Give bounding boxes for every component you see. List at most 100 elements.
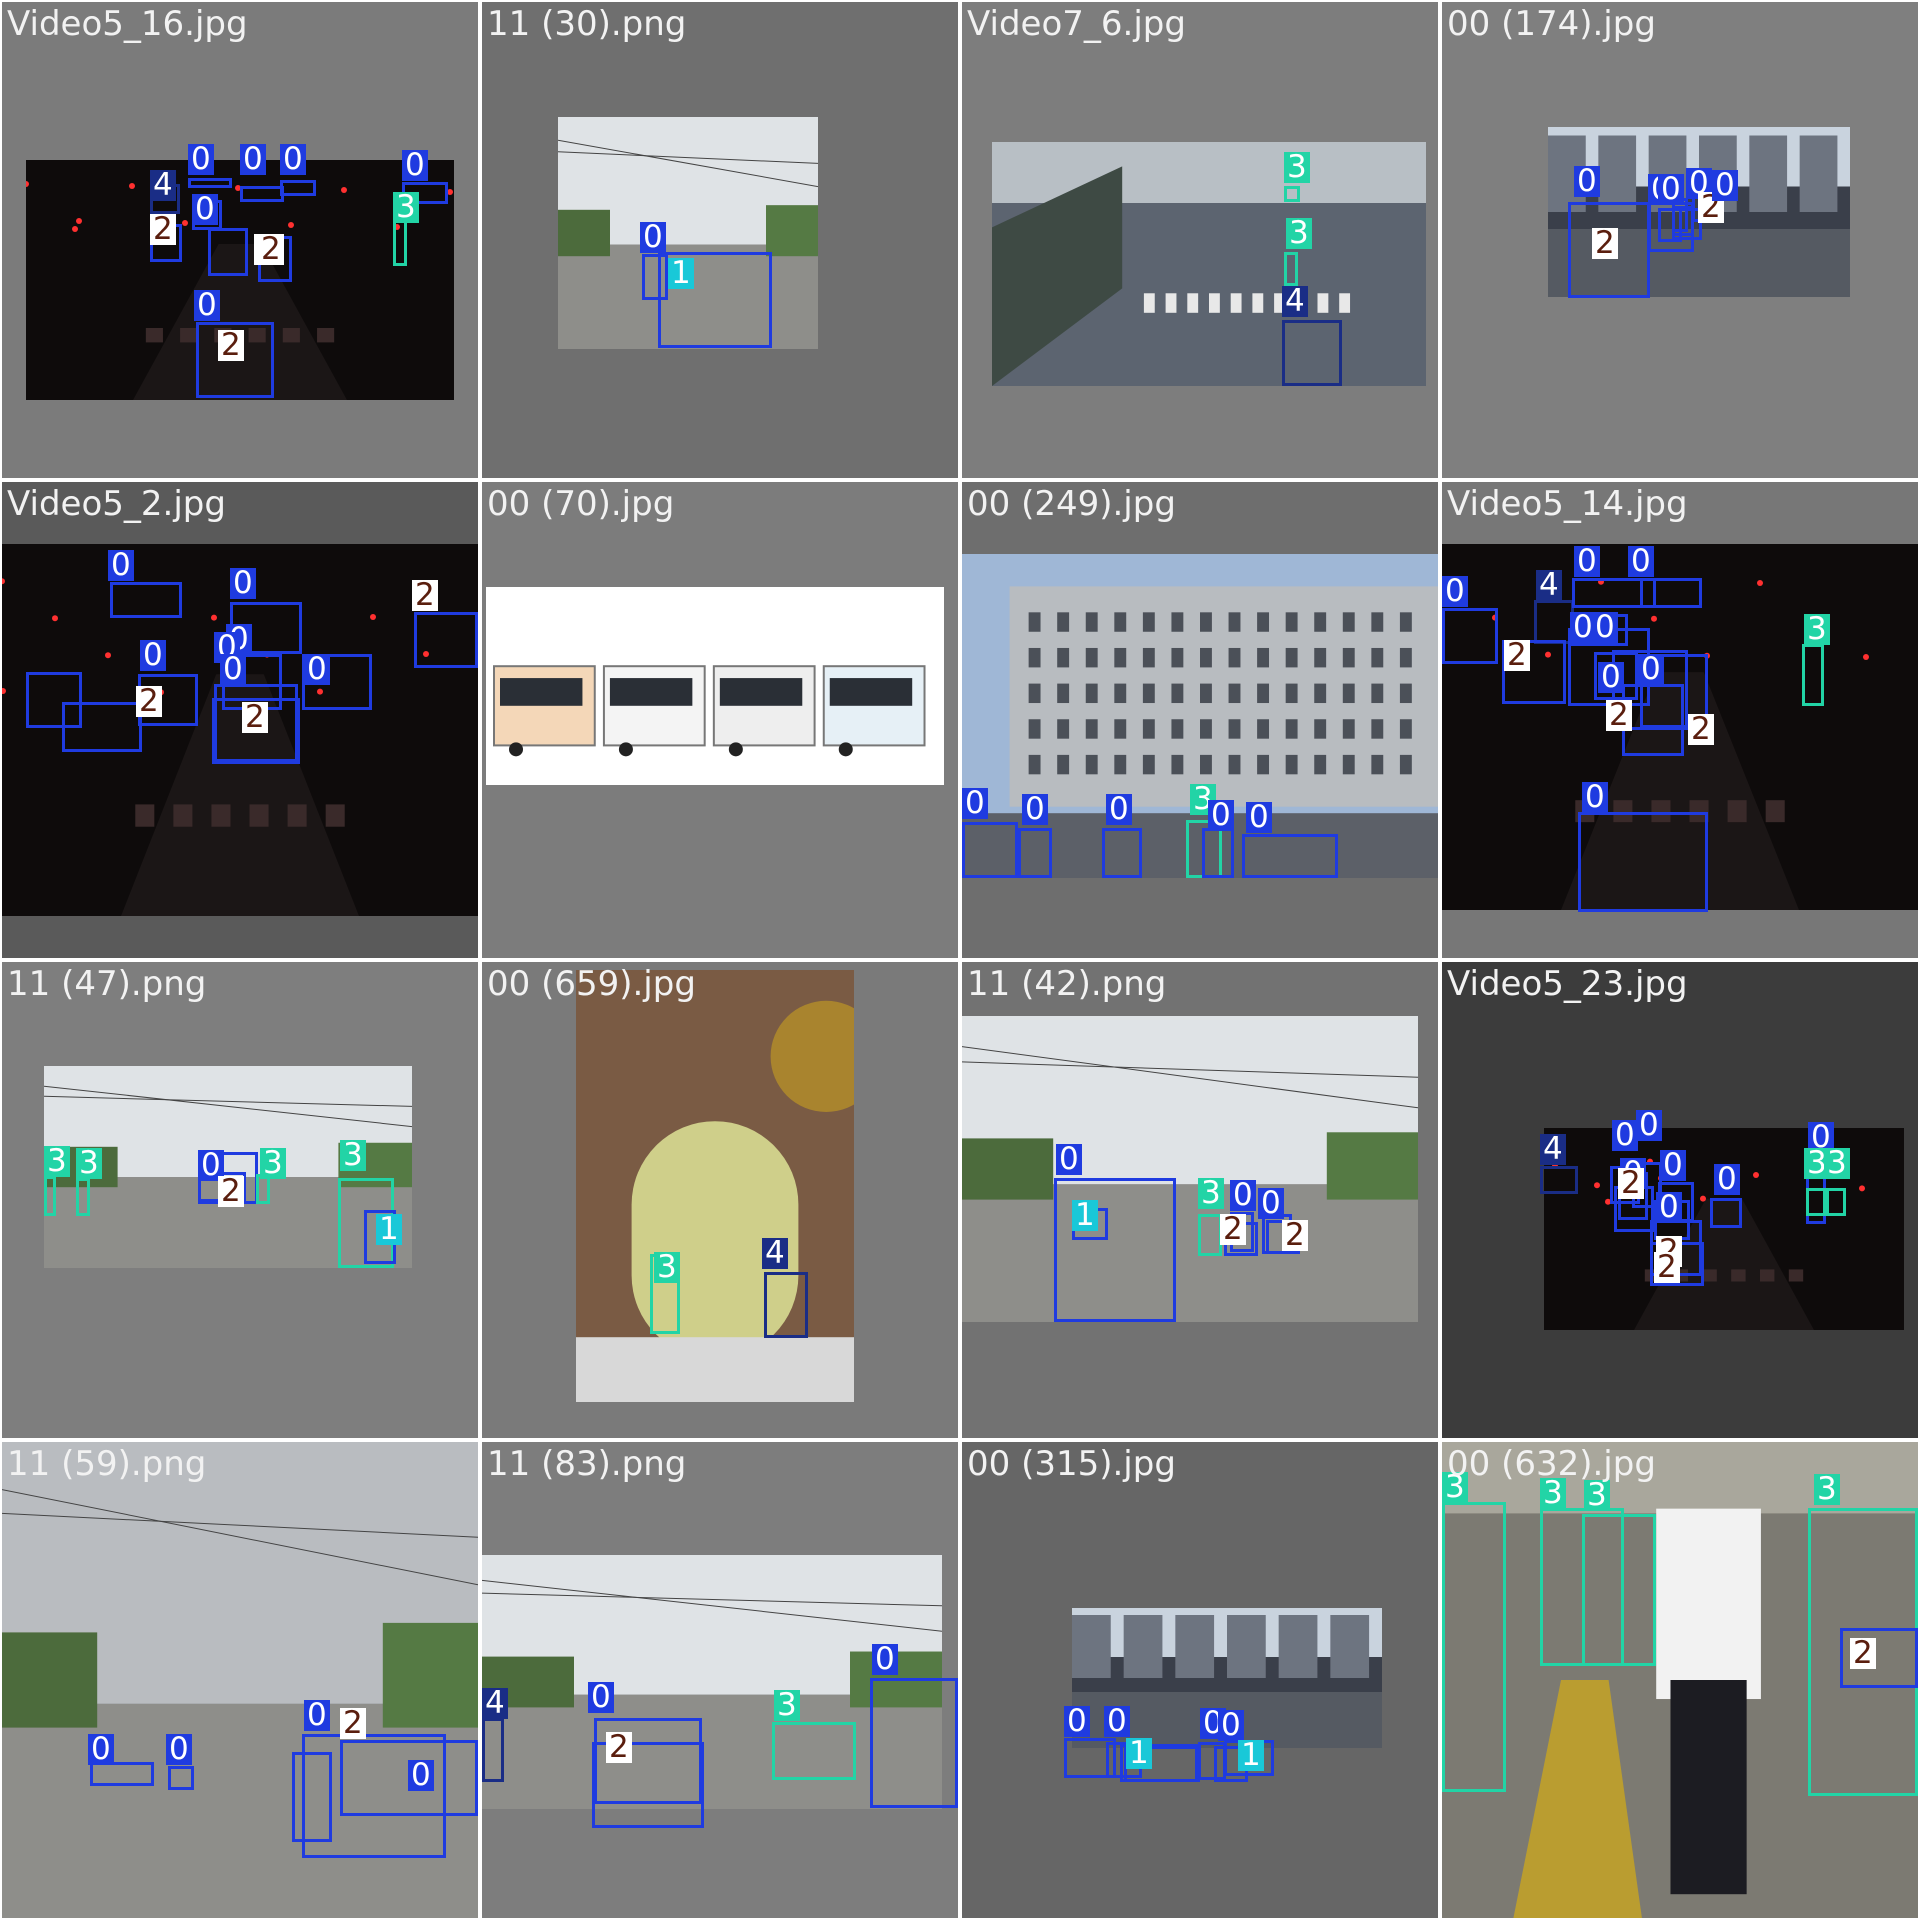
detection-box [1120, 1744, 1198, 1782]
detection-class-label: 0 [1712, 170, 1738, 201]
detection-class-label: 0 [1218, 1710, 1244, 1741]
tile-filename: Video5_14.jpg [1447, 484, 1688, 524]
detection-box [1582, 1514, 1656, 1666]
detection-class-label: 1 [1238, 1740, 1264, 1771]
detection-class-label: 0 [304, 1700, 330, 1731]
detection-box [1054, 1178, 1176, 1322]
detection-class-label: 0 [1104, 1706, 1130, 1737]
mosaic-tile: 00 (249).jpg 0 0 0 3 0 0 [962, 482, 1438, 958]
tile-filename: Video5_2.jpg [7, 484, 226, 524]
tile-filename: Video5_23.jpg [1447, 964, 1688, 1004]
detection-class-label: 0 [1628, 546, 1654, 577]
photo-scene [576, 970, 854, 1402]
detection-box [62, 702, 142, 752]
detection-class-label: 3 [1284, 152, 1310, 183]
mosaic-tile: 11 (59).png 0 0 0 2 0 [2, 1442, 478, 1918]
tile-filename: 11 (83).png [487, 1444, 687, 1484]
detection-box [414, 612, 478, 668]
mosaic-tile: 11 (42).png 0 1 3 0 2 0 2 [962, 962, 1438, 1438]
detection-class-label: 2 [1654, 1252, 1680, 1283]
detection-class-label: 0 [1660, 1150, 1686, 1181]
detection-box [280, 180, 316, 196]
tile-photo [2, 544, 478, 916]
detection-class-label: 0 [640, 222, 666, 253]
tile-photo [962, 1016, 1418, 1322]
tile-filename: 00 (249).jpg [967, 484, 1176, 524]
detection-class-label: 0 [1638, 654, 1664, 685]
mosaic-tile: 11 (47).png 3 3 0 2 3 3 1 [2, 962, 478, 1438]
detection-class-label: 4 [1536, 570, 1562, 601]
detection-box [302, 654, 372, 710]
detection-class-label: 3 [774, 1690, 800, 1721]
detection-class-label: 2 [136, 686, 162, 717]
detection-box [188, 178, 232, 188]
detection-class-label: 2 [218, 1176, 244, 1207]
detection-box [1102, 828, 1142, 878]
detection-class-label: 0 [1592, 612, 1618, 643]
detection-class-label: 4 [762, 1238, 788, 1269]
detection-class-label: 3 [654, 1252, 680, 1283]
detection-class-label: 2 [412, 580, 438, 611]
detection-class-label: 0 [588, 1682, 614, 1713]
detection-class-label: 3 [393, 192, 419, 223]
detection-class-label: 0 [192, 194, 218, 225]
tile-photo [1442, 1442, 1918, 1918]
detection-class-label: 2 [1504, 640, 1530, 671]
mosaic-tile: 00 (70).jpg [482, 482, 958, 958]
tile-filename: 11 (30).png [487, 4, 687, 44]
photo-scene [2, 544, 478, 916]
detection-box [1594, 652, 1638, 700]
mosaic-tile: 11 (30).png 0 1 [482, 2, 958, 478]
detection-class-label: 0 [1714, 1164, 1740, 1195]
detection-class-label: 0 [194, 290, 220, 321]
detection-box [1640, 578, 1702, 608]
detection-class-label: 4 [1282, 286, 1308, 317]
detection-box [594, 1718, 702, 1804]
photo-scene [992, 142, 1426, 386]
detection-class-label: 3 [1584, 1480, 1610, 1511]
detection-class-label: 0 [1056, 1144, 1082, 1175]
detection-box [1018, 828, 1052, 878]
detection-class-label: 0 [220, 654, 246, 685]
detection-box [1658, 208, 1682, 242]
tile-filename: 00 (70).jpg [487, 484, 675, 524]
tile-filename: 00 (315).jpg [967, 1444, 1176, 1484]
detection-box [1284, 252, 1298, 286]
detection-class-label: 2 [1850, 1638, 1876, 1669]
detection-class-label: 1 [1126, 1738, 1152, 1769]
detection-box [962, 822, 1018, 878]
detection-box [1284, 186, 1300, 202]
detection-box [302, 1734, 446, 1858]
detection-class-label: 0 [166, 1734, 192, 1765]
detection-class-label: 0 [198, 1150, 224, 1181]
detection-class-label: 3 [76, 1148, 102, 1179]
tile-photo [1544, 1128, 1904, 1330]
detection-class-label: 0 [1612, 1120, 1638, 1151]
mosaic-tile: Video5_16.jpg000040222023 [2, 2, 478, 478]
tile-photo [558, 117, 818, 349]
tile-photo [486, 587, 944, 785]
detection-class-label: 0 [1208, 800, 1234, 831]
detection-box [764, 1272, 808, 1338]
photo-scene [1544, 1128, 1904, 1330]
detection-box [658, 252, 772, 348]
detection-class-label: 4 [482, 1688, 508, 1719]
photo-scene [962, 554, 1438, 878]
mosaic-tile: 00 (315).jpg0001001 [962, 1442, 1438, 1918]
tile-filename: 11 (59).png [7, 1444, 207, 1484]
mosaic-tile: Video5_23.jpg4000200022033 [1442, 962, 1918, 1438]
detection-class-label: 2 [150, 214, 176, 245]
tile-photo [576, 970, 854, 1402]
detection-class-label: 0 [962, 788, 988, 819]
mosaic-tile: Video5_2.jpg0000020202 [2, 482, 478, 958]
detection-box [90, 1762, 154, 1786]
mosaic-tile: 00 (659).jpg 3 4 [482, 962, 958, 1438]
detection-class-label: 0 [1230, 1180, 1256, 1211]
detection-box [212, 698, 300, 764]
mosaic-tile: Video7_6.jpg 3 3 4 [962, 2, 1438, 478]
photo-scene [558, 117, 818, 349]
detection-class-label: 0 [304, 654, 330, 685]
detection-class-label: 3 [1824, 1148, 1850, 1179]
tile-filename: Video5_16.jpg [7, 4, 248, 44]
detection-class-label: 3 [1804, 614, 1830, 645]
